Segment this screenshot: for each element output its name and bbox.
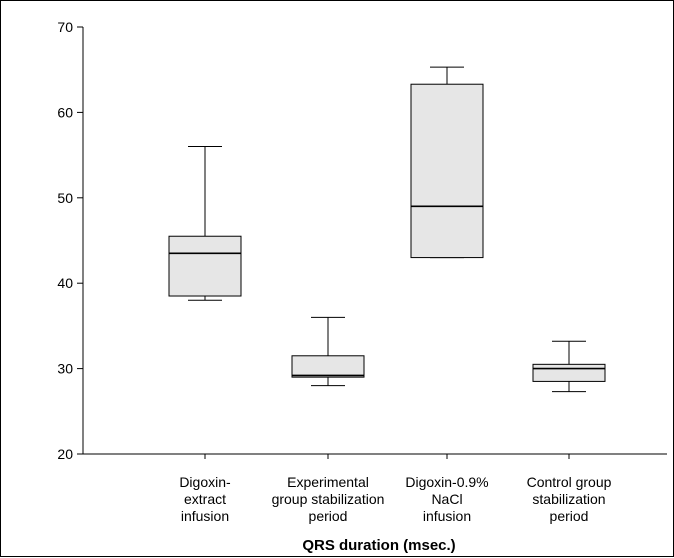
y-tick-label-20: 20: [57, 446, 73, 462]
iqr-box-3: [532, 363, 606, 382]
category-label-line: Experimental: [287, 474, 369, 490]
iqr-box-1: [291, 355, 365, 378]
axes: 20 30 40 50 60 70: [57, 19, 667, 462]
box-group-0: [168, 146, 242, 301]
iqr-box-0: [168, 235, 242, 297]
y-tick-label-60: 60: [57, 104, 73, 120]
y-tick-label-40: 40: [57, 275, 73, 291]
category-label-line: infusion: [423, 508, 471, 524]
category-label-line: period: [309, 508, 348, 524]
category-label-0: Digoxin-extract infusion: [179, 474, 231, 524]
box-group-2: [410, 66, 484, 259]
iqr-box-2: [410, 83, 484, 259]
x-axis-title: QRS duration (msec.): [302, 537, 455, 554]
category-label-line: Digoxin-0.9%: [405, 474, 488, 490]
category-label-line: period: [550, 508, 589, 524]
category-label-1: Experimental group stabilization period: [272, 474, 385, 524]
y-tick-label-50: 50: [57, 190, 73, 206]
y-tick-label-70: 70: [57, 19, 73, 35]
box-group-1: [291, 316, 365, 387]
category-label-2: Digoxin-0.9% NaCl infusion: [405, 474, 488, 524]
box-group-3: [532, 340, 606, 393]
category-label-line: Digoxin-: [179, 474, 231, 490]
category-label-3: Control group stabilization period: [527, 474, 612, 524]
category-label-line: group stabilization: [272, 491, 385, 507]
category-label-line: Control group: [527, 474, 612, 490]
box-marks: [168, 66, 606, 393]
category-label-line: extract: [184, 491, 226, 507]
category-label-line: infusion: [181, 508, 229, 524]
category-label-line: stabilization: [532, 491, 605, 507]
category-label-line: NaCl: [431, 491, 462, 507]
y-tick-label-30: 30: [57, 361, 73, 377]
